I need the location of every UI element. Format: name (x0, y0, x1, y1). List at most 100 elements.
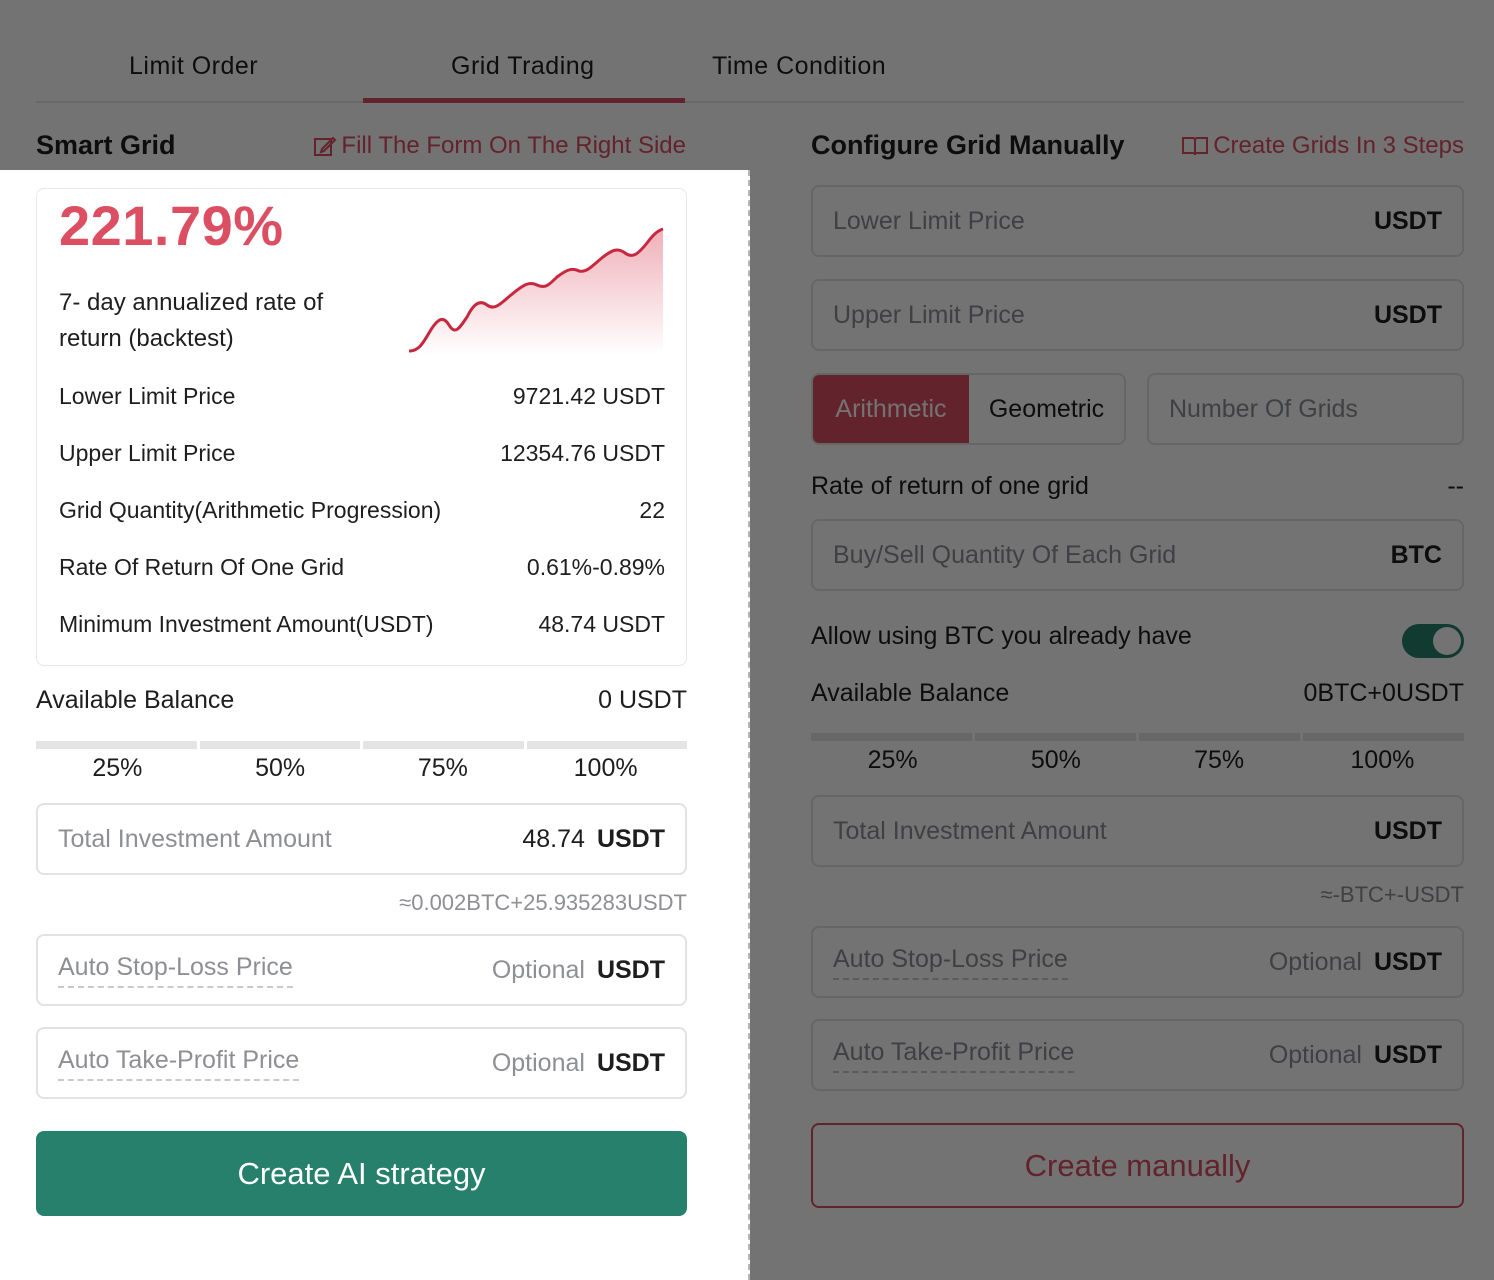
detail-value: 9721.42 USDT (512, 383, 665, 409)
detail-value: 22 (639, 497, 665, 523)
detail-lower-limit: Lower Limit Price 9721.42 USDT (59, 383, 665, 410)
annualized-rate: 221.79% (59, 194, 284, 257)
rate-one-grid-row: Rate of return of one grid -- (811, 472, 1464, 501)
stop-loss-label: Auto Stop-Loss Price (58, 953, 293, 988)
unit-label: USDT (1373, 1040, 1442, 1069)
detail-min-investment: Minimum Investment Amount(USDT) 48.74 US… (59, 611, 665, 638)
unit-label: USDT (1373, 947, 1442, 976)
create-manually-button[interactable]: Create manually (811, 1123, 1464, 1208)
slider-segment (363, 741, 524, 749)
percent-100-button[interactable]: 100% (573, 754, 638, 782)
percentage-slider[interactable] (36, 741, 687, 749)
manual-percentage-options: 25% 50% 75% 100% (811, 746, 1464, 775)
arithmetic-option[interactable]: Arithmetic (813, 375, 969, 443)
percent-100-button[interactable]: 100% (1350, 746, 1415, 774)
stop-loss-input[interactable]: Auto Stop-Loss Price Optional USDT (36, 934, 687, 1006)
geometric-option[interactable]: Geometric (988, 394, 1105, 423)
tab-grid-trading[interactable]: Grid Trading (451, 52, 595, 80)
allow-btc-row: Allow using BTC you already have (811, 622, 1371, 651)
approx-conversion: ≈0.002BTC+25.935283USDT (399, 890, 687, 915)
detail-upper-limit: Upper Limit Price 12354.76 USDT (59, 440, 665, 467)
take-profit-input[interactable]: Auto Take-Profit Price Optional USDT (36, 1027, 687, 1099)
detail-label: Lower Limit Price (59, 383, 236, 409)
lower-limit-placeholder: Lower Limit Price (833, 206, 1025, 235)
manual-stop-loss-input[interactable]: Auto Stop-Loss Price Optional USDT (811, 926, 1464, 998)
available-balance-label: Available Balance (811, 679, 1010, 707)
optional-placeholder: Optional (491, 955, 585, 984)
manual-total-investment-input[interactable]: Total Investment Amount USDT (811, 795, 1464, 867)
manual-percentage-slider[interactable] (811, 733, 1464, 741)
number-of-grids-placeholder: Number Of Grids (1169, 394, 1358, 423)
smart-grid-title: Smart Grid (36, 130, 176, 160)
slider-segment (811, 733, 972, 741)
detail-label: Minimum Investment Amount(USDT) (59, 611, 434, 637)
percent-25-button[interactable]: 25% (92, 754, 143, 782)
unit-label: USDT (596, 955, 665, 984)
take-profit-label: Auto Take-Profit Price (833, 1038, 1075, 1073)
total-investment-placeholder: Total Investment Amount (58, 824, 332, 853)
backtest-sparkline (408, 227, 664, 355)
unit-label: BTC (1390, 540, 1442, 569)
available-balance-label: Available Balance (36, 686, 235, 714)
detail-rate-one-grid: Rate Of Return Of One Grid 0.61%-0.89% (59, 554, 665, 581)
tab-bar: Limit Order Grid Trading Time Condition (36, 0, 1464, 103)
take-profit-label: Auto Take-Profit Price (58, 1046, 300, 1081)
detail-value: 0.61%-0.89% (526, 554, 665, 580)
unit-label: USDT (596, 1048, 665, 1077)
stop-loss-label: Auto Stop-Loss Price (833, 945, 1068, 980)
fill-form-link-label: Fill The Form On The Right Side (341, 132, 686, 159)
lower-limit-input[interactable]: Lower Limit Price USDT (811, 185, 1464, 257)
highlight-divider (748, 170, 750, 1280)
available-balance-value: 0BTC+0USDT (1303, 679, 1464, 707)
detail-label: Rate Of Return Of One Grid (59, 554, 345, 580)
percent-25-button[interactable]: 25% (867, 746, 918, 774)
upper-limit-placeholder: Upper Limit Price (833, 300, 1025, 329)
detail-value: 48.74 USDT (538, 611, 665, 637)
create-grids-steps-link[interactable]: Create Grids In 3 Steps (1181, 132, 1464, 160)
detail-grid-quantity: Grid Quantity(Arithmetic Progression) 22 (59, 497, 665, 524)
progression-mode-toggle: Arithmetic Geometric (811, 373, 1126, 445)
slider-segment (1303, 733, 1464, 741)
percent-75-button[interactable]: 75% (417, 754, 468, 782)
rate-one-grid-value: -- (1447, 472, 1464, 500)
upper-limit-input[interactable]: Upper Limit Price USDT (811, 279, 1464, 351)
optional-placeholder: Optional (1268, 1040, 1362, 1069)
tab-time-condition[interactable]: Time Condition (712, 52, 887, 80)
percentage-options: 25% 50% 75% 100% (36, 754, 687, 783)
tab-limit-order[interactable]: Limit Order (129, 52, 259, 80)
allow-btc-label: Allow using BTC you already have (811, 622, 1192, 650)
smart-grid-card: 221.79% 7- day annualized rate of return… (36, 188, 687, 666)
book-icon (1182, 137, 1209, 156)
percent-50-button[interactable]: 50% (255, 754, 306, 782)
available-balance: Available Balance 0 USDT (36, 686, 687, 715)
percent-75-button[interactable]: 75% (1194, 746, 1245, 774)
slider-segment (526, 741, 687, 749)
optional-placeholder: Optional (1268, 947, 1362, 976)
percent-50-button[interactable]: 50% (1030, 746, 1081, 774)
detail-label: Upper Limit Price (59, 440, 236, 466)
unit-label: USDT (596, 824, 665, 853)
slider-segment (1139, 733, 1300, 741)
slider-segment (199, 741, 360, 749)
total-investment-value: 48.74 (522, 824, 585, 853)
grid-quantity-input[interactable]: Buy/Sell Quantity Of Each Grid BTC (811, 519, 1464, 591)
create-ai-strategy-button[interactable]: Create AI strategy (36, 1131, 687, 1216)
rate-one-grid-label: Rate of return of one grid (811, 472, 1089, 500)
active-tab-indicator (363, 98, 685, 103)
unit-label: USDT (1373, 206, 1442, 235)
grid-quantity-placeholder: Buy/Sell Quantity Of Each Grid (833, 540, 1177, 569)
detail-label: Grid Quantity(Arithmetic Progression) (59, 497, 442, 523)
slider-segment (36, 741, 197, 749)
create-grids-steps-label: Create Grids In 3 Steps (1213, 132, 1464, 159)
optional-placeholder: Optional (491, 1048, 585, 1077)
manual-take-profit-input[interactable]: Auto Take-Profit Price Optional USDT (811, 1019, 1464, 1091)
total-investment-input[interactable]: Total Investment Amount 48.74 USDT (36, 803, 687, 875)
manual-available-balance: Available Balance 0BTC+0USDT (811, 679, 1464, 708)
unit-label: USDT (1373, 816, 1442, 845)
unit-label: USDT (1373, 300, 1442, 329)
number-of-grids-input[interactable]: Number Of Grids (1147, 373, 1464, 445)
annualized-rate-description: 7- day annualized rate of return (backte… (59, 289, 324, 352)
allow-btc-toggle[interactable] (1402, 624, 1464, 658)
manual-approx-conversion: ≈-BTC+-USDT (1320, 882, 1464, 907)
fill-form-link[interactable]: Fill The Form On The Right Side (313, 132, 686, 160)
